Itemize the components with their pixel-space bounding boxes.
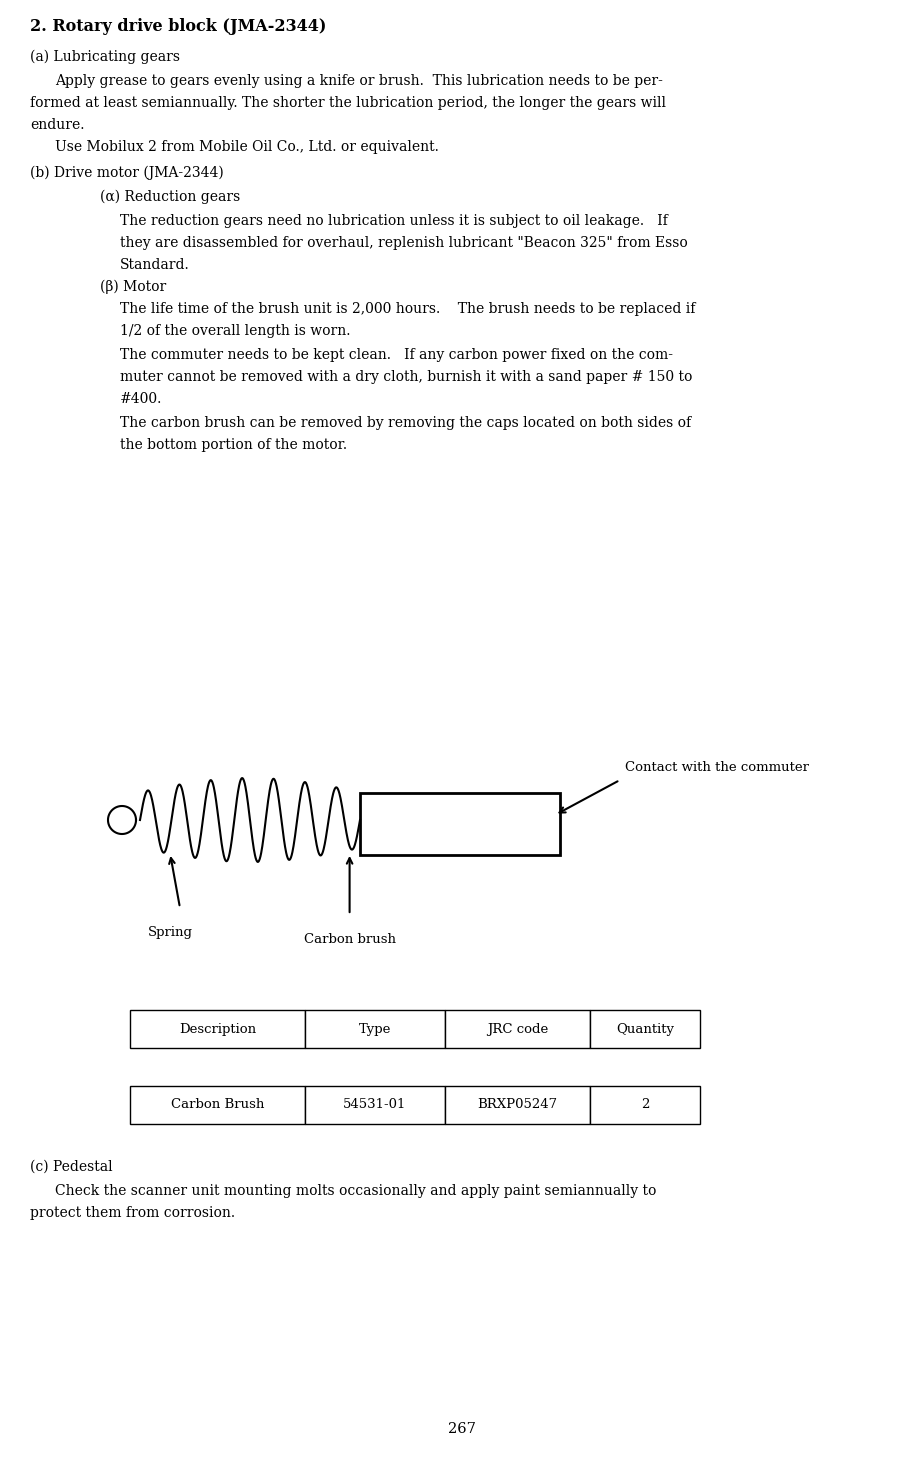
Text: (α) Reduction gears: (α) Reduction gears <box>100 190 240 204</box>
Text: The commuter needs to be kept clean.   If any carbon power fixed on the com-: The commuter needs to be kept clean. If … <box>120 349 673 362</box>
Bar <box>305 1010 445 1048</box>
Text: (a) Lubricating gears: (a) Lubricating gears <box>30 50 180 64</box>
Bar <box>130 1085 305 1123</box>
Text: BRXP05247: BRXP05247 <box>478 1099 557 1112</box>
Text: endure.: endure. <box>30 118 84 131</box>
Bar <box>130 1010 305 1048</box>
Text: Quantity: Quantity <box>616 1023 674 1036</box>
Bar <box>590 1085 700 1123</box>
Text: (β) Motor: (β) Motor <box>100 280 166 295</box>
Text: 2: 2 <box>641 1099 650 1112</box>
Text: Contact with the commuter: Contact with the commuter <box>625 762 809 775</box>
Bar <box>445 1010 590 1048</box>
Bar <box>360 794 560 855</box>
Text: 267: 267 <box>448 1423 476 1436</box>
Bar <box>590 1010 700 1048</box>
Text: Use Mobilux 2 from Mobile Oil Co., Ltd. or equivalent.: Use Mobilux 2 from Mobile Oil Co., Ltd. … <box>55 140 439 155</box>
Bar <box>305 1085 445 1123</box>
Text: (b) Drive motor (JMA-2344): (b) Drive motor (JMA-2344) <box>30 166 224 181</box>
Text: Check the scanner unit mounting molts occasionally and apply paint semiannually : Check the scanner unit mounting molts oc… <box>55 1185 656 1198</box>
Text: muter cannot be removed with a dry cloth, burnish it with a sand paper # 150 to: muter cannot be removed with a dry cloth… <box>120 371 692 384</box>
Bar <box>445 1085 590 1123</box>
Text: Spring: Spring <box>148 926 192 940</box>
Text: 54531-01: 54531-01 <box>344 1099 407 1112</box>
Text: (c) Pedestal: (c) Pedestal <box>30 1160 113 1174</box>
Text: 2. Rotary drive block (JMA-2344): 2. Rotary drive block (JMA-2344) <box>30 18 326 35</box>
Text: the bottom portion of the motor.: the bottom portion of the motor. <box>120 438 347 452</box>
Text: The carbon brush can be removed by removing the caps located on both sides of: The carbon brush can be removed by remov… <box>120 416 691 430</box>
Text: #400.: #400. <box>120 392 163 406</box>
Text: 1/2 of the overall length is worn.: 1/2 of the overall length is worn. <box>120 324 350 338</box>
Text: The life time of the brush unit is 2,000 hours.    The brush needs to be replace: The life time of the brush unit is 2,000… <box>120 302 696 317</box>
Text: Carbon brush: Carbon brush <box>304 932 395 945</box>
Text: they are disassembled for overhaul, replenish lubricant "Beacon 325" from Esso: they are disassembled for overhaul, repl… <box>120 236 687 249</box>
Text: Carbon Brush: Carbon Brush <box>171 1099 264 1112</box>
Text: Description: Description <box>179 1023 256 1036</box>
Text: formed at least semiannually. The shorter the lubrication period, the longer the: formed at least semiannually. The shorte… <box>30 96 666 109</box>
Text: Apply grease to gears evenly using a knife or brush.  This lubrication needs to : Apply grease to gears evenly using a kni… <box>55 74 663 88</box>
Text: Type: Type <box>359 1023 391 1036</box>
Text: Standard.: Standard. <box>120 258 189 271</box>
Text: protect them from corrosion.: protect them from corrosion. <box>30 1207 235 1220</box>
Text: JRC code: JRC code <box>487 1023 548 1036</box>
Text: The reduction gears need no lubrication unless it is subject to oil leakage.   I: The reduction gears need no lubrication … <box>120 214 668 228</box>
